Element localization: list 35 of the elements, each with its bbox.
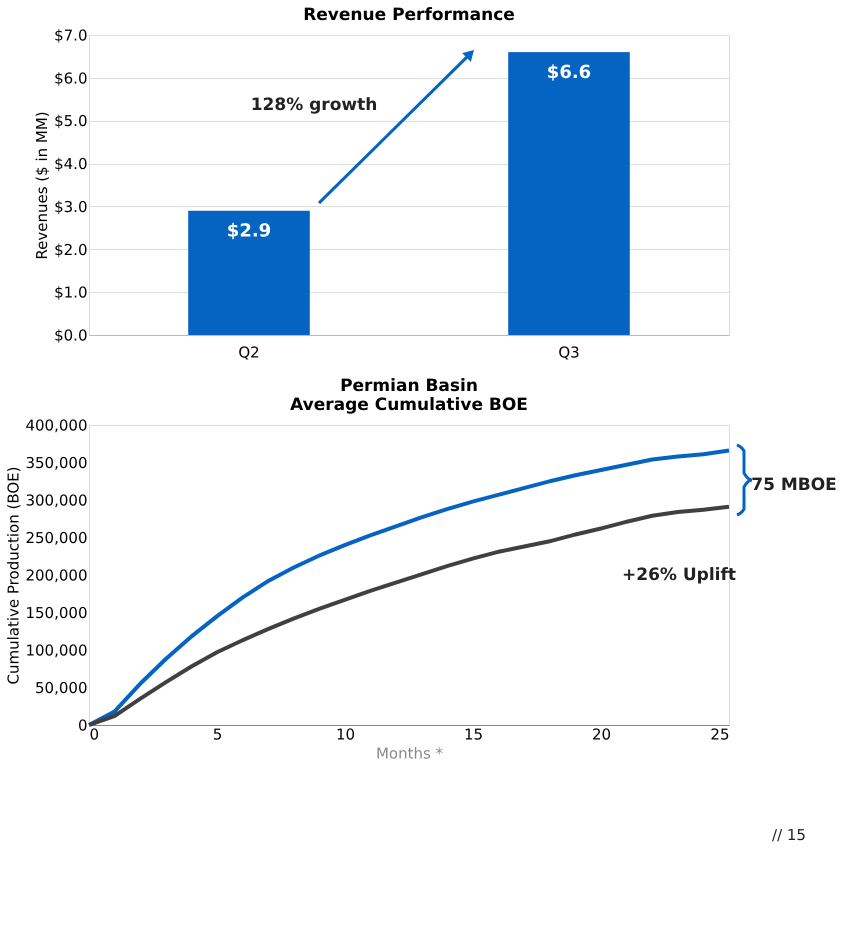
data-label: $2.9 bbox=[226, 220, 272, 242]
y-tick-label: $2.0 bbox=[54, 240, 88, 259]
y-tick-label: 250,000 bbox=[25, 529, 88, 547]
x-tick-label: Q3 bbox=[558, 344, 580, 362]
y-tick-label: $0.0 bbox=[54, 326, 88, 344]
y-tick-label: 350,000 bbox=[25, 454, 88, 472]
y-tick-label: 300,000 bbox=[25, 492, 88, 510]
y-tick-label: $5.0 bbox=[54, 112, 88, 130]
y-axis-title: Revenues ($ in MM) bbox=[33, 111, 52, 260]
data-label: $6.6 bbox=[546, 62, 592, 84]
y-tick-label: $4.0 bbox=[54, 155, 88, 174]
chart-title: Permian Basin Average Cumulative BOE bbox=[290, 376, 528, 415]
y-tick-label: $1.0 bbox=[54, 284, 88, 302]
y-tick-label: 200,000 bbox=[25, 566, 88, 584]
y-tick-label: $7.0 bbox=[54, 26, 88, 44]
y-tick-label: 50,000 bbox=[35, 679, 88, 697]
y-tick-label: $6.0 bbox=[54, 69, 88, 88]
text: // 15 bbox=[772, 826, 806, 844]
text: 75 MBOE bbox=[751, 475, 837, 495]
x-tick-label: 10 bbox=[336, 726, 356, 744]
chart-title: Revenue Performance bbox=[303, 5, 515, 25]
annotation: +26% Uplift bbox=[622, 565, 736, 585]
x-tick-label: 5 bbox=[212, 726, 222, 744]
y-axis-title: Cumulative Production (BOE) bbox=[4, 466, 22, 684]
x-axis-title: Months * bbox=[376, 744, 444, 762]
annotation: 128% growth bbox=[250, 95, 378, 115]
x-tick-label: Q2 bbox=[238, 344, 260, 362]
y-tick-label: 100,000 bbox=[25, 642, 88, 660]
x-tick-label: 25 bbox=[710, 726, 730, 744]
x-tick-label: 0 bbox=[90, 726, 100, 744]
y-tick-label: $3.0 bbox=[54, 198, 88, 216]
x-tick-label: 20 bbox=[592, 726, 612, 744]
x-tick-label: 15 bbox=[464, 726, 484, 744]
y-tick-label: 400,000 bbox=[25, 416, 88, 434]
y-tick-label: 150,000 bbox=[25, 604, 88, 622]
